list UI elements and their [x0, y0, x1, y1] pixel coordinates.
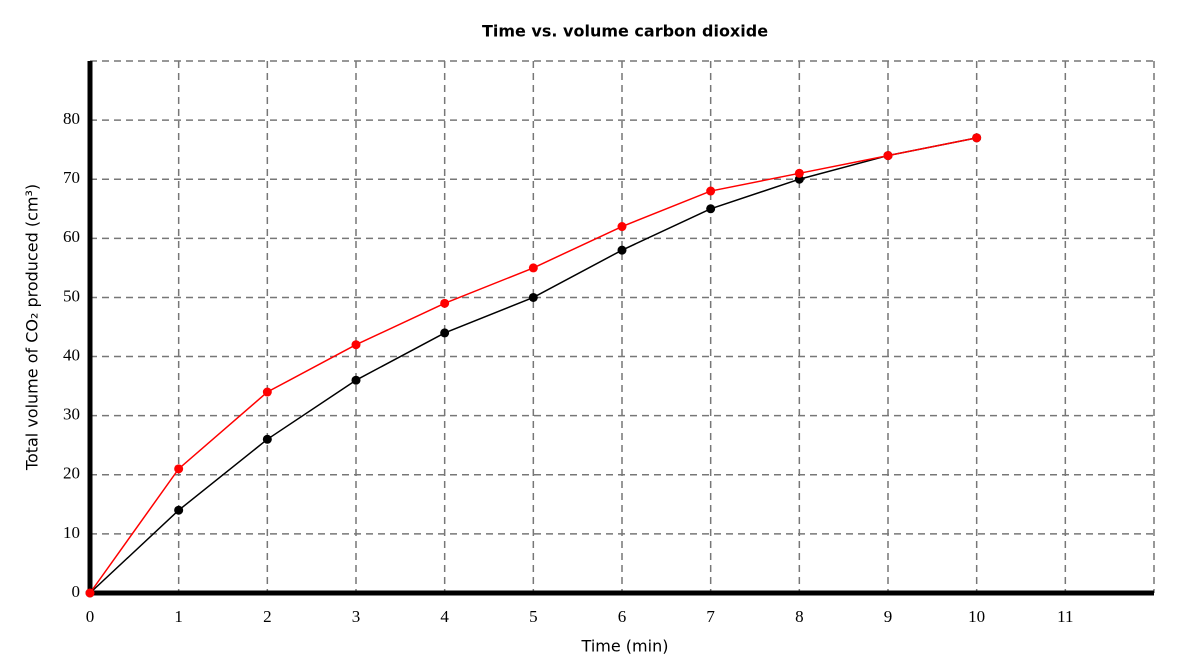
data-point: [706, 186, 716, 196]
data-point: [883, 151, 893, 161]
data-point: [794, 168, 804, 178]
data-point: [262, 387, 272, 397]
data-point: [440, 298, 450, 308]
data-point: [617, 222, 627, 232]
x-tick-label: 1: [174, 607, 183, 626]
data-point: [351, 340, 361, 350]
y-tick-label: 60: [63, 227, 80, 246]
x-tick-label: 10: [968, 607, 985, 626]
y-tick-label: 50: [63, 286, 80, 305]
y-tick-label: 70: [63, 168, 80, 187]
x-tick-label: 2: [263, 607, 272, 626]
data-point: [528, 263, 538, 273]
x-tick-label: 6: [618, 607, 627, 626]
data-point: [262, 434, 272, 444]
data-point: [528, 292, 538, 302]
data-point: [706, 204, 716, 214]
y-tick-label: 40: [63, 345, 80, 364]
data-point: [972, 133, 982, 143]
x-tick-label: 5: [529, 607, 538, 626]
x-axis-label: Time (min): [581, 637, 669, 656]
y-tick-label: 10: [63, 523, 80, 542]
data-point: [617, 245, 627, 255]
x-tick-label: 0: [86, 607, 95, 626]
x-tick-label: 4: [440, 607, 449, 626]
x-tick-label: 8: [795, 607, 804, 626]
x-tick-label: 3: [352, 607, 361, 626]
x-tick-label: 11: [1057, 607, 1073, 626]
y-axis-label: Total volume of CO₂ produced (cm³): [23, 184, 42, 471]
y-tick-label: 20: [63, 464, 80, 483]
data-point: [85, 588, 95, 598]
x-tick-label: 7: [706, 607, 715, 626]
data-point: [440, 328, 450, 338]
data-point: [351, 375, 361, 385]
y-tick-label: 80: [63, 109, 80, 128]
data-point: [174, 464, 184, 474]
chart-title: Time vs. volume carbon dioxide: [482, 22, 768, 41]
y-tick-label: 30: [63, 405, 80, 424]
x-tick-label: 9: [884, 607, 893, 626]
y-tick-label: 0: [72, 582, 81, 601]
data-point: [174, 505, 184, 515]
